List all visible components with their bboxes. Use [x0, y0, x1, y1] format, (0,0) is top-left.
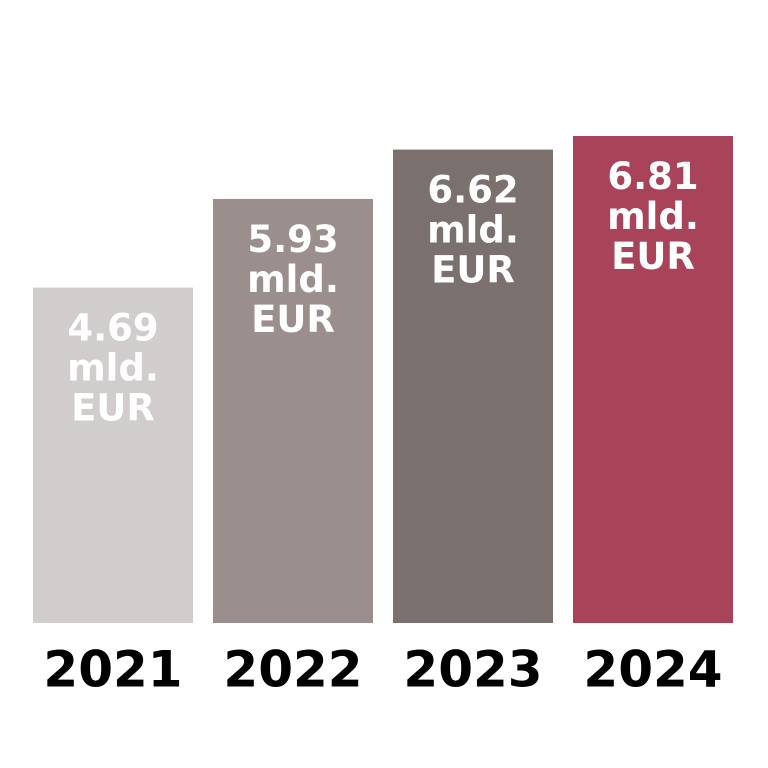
- bar: [33, 287, 193, 623]
- x-tick-label: 2024: [583, 641, 722, 699]
- bar: [393, 149, 553, 623]
- bar: [573, 136, 733, 623]
- value-label: 6.62 mld. EUR: [427, 168, 519, 291]
- value-label: 4.69 mld. EUR: [67, 306, 159, 429]
- value-label: 6.81 mld. EUR: [607, 155, 699, 278]
- bar: [213, 198, 373, 624]
- x-tick-label: 2023: [403, 641, 542, 699]
- value-label: 5.93 mld. EUR: [247, 217, 339, 340]
- x-tick-label: 2021: [43, 641, 182, 699]
- x-tick-label: 2022: [223, 641, 362, 699]
